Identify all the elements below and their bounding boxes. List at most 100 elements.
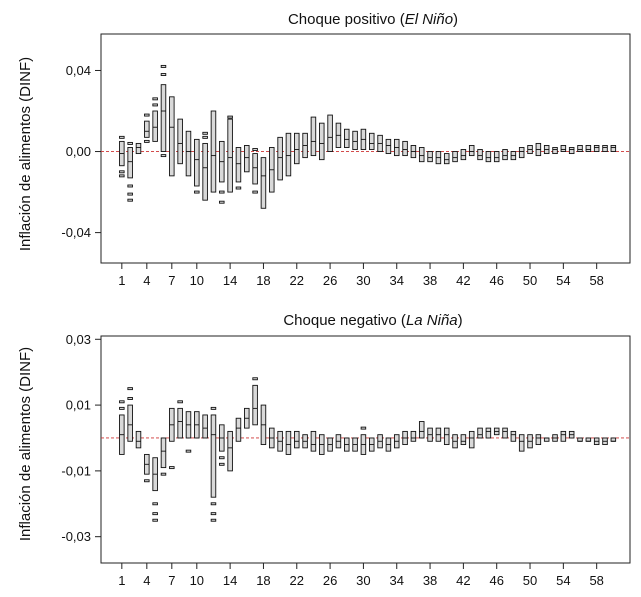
outlier-2-0 — [127, 184, 133, 188]
box-8 — [177, 407, 183, 439]
box-26 — [327, 114, 333, 152]
y-tick-label-0: -0,04 — [61, 225, 91, 240]
x-tick-label-12: 46 — [489, 573, 503, 588]
box-6 — [160, 437, 167, 469]
x-tick-label-0: 1 — [118, 273, 125, 288]
x-tick-label-14: 54 — [556, 273, 570, 288]
x-tick-label-11: 42 — [456, 573, 470, 588]
x-tick-label-1: 4 — [143, 273, 150, 288]
x-tick-label-4: 14 — [223, 273, 237, 288]
box-17 — [252, 153, 258, 185]
y-axis-label-el-nino: Inflación de alimentos (DINF) — [17, 57, 34, 251]
box-43 — [468, 145, 475, 157]
box-12 — [210, 110, 217, 193]
y-tick-label-1: 0,00 — [66, 144, 91, 159]
box-2 — [127, 404, 133, 442]
box-3 — [135, 430, 142, 449]
x-tick-label-6: 22 — [290, 573, 304, 588]
outlier-9-0 — [185, 449, 192, 453]
outlier-8-0 — [177, 400, 183, 404]
x-tick-label-6: 22 — [290, 273, 304, 288]
outlier-2-0 — [127, 397, 133, 400]
x-tick-label-0: 1 — [118, 573, 125, 588]
box-22 — [294, 132, 300, 165]
box-3 — [135, 142, 142, 155]
x-tick-label-2: 7 — [168, 273, 175, 288]
box-16 — [244, 145, 250, 173]
x-tick-label-3: 10 — [190, 573, 204, 588]
outlier-30-0 — [360, 426, 367, 430]
x-ticks-la-nina: 1 4 7 10 14 18 22 26 30 34 38 42 46 50 54 58 — [118, 563, 604, 588]
plot-frame-la-nina — [100, 335, 631, 564]
box-48 — [510, 430, 517, 442]
outlier-5-2 — [152, 518, 158, 522]
outlier-4-0 — [144, 139, 150, 143]
box-54 — [560, 430, 567, 442]
box-59 — [602, 145, 608, 152]
x-tick-label-9: 34 — [390, 273, 404, 288]
box-47 — [502, 149, 508, 161]
box-14 — [227, 118, 233, 193]
x-tick-label-15: 58 — [589, 573, 603, 588]
x-tick-label-5: 18 — [256, 573, 270, 588]
box-21 — [285, 132, 292, 177]
box-40 — [443, 153, 450, 165]
outlier-2-3 — [127, 141, 133, 145]
x-tick-label-7: 26 — [323, 573, 337, 588]
box-49 — [518, 147, 525, 159]
outlier-7-0 — [169, 466, 175, 470]
outlier-5-0 — [152, 103, 158, 107]
box-24 — [310, 116, 317, 157]
x-tick-label-10: 38 — [423, 273, 437, 288]
box-60 — [610, 437, 617, 442]
outlier-13-1 — [219, 200, 225, 204]
outlier-13-1 — [219, 462, 225, 466]
outlier-5-0 — [152, 502, 158, 506]
box-29 — [352, 130, 358, 150]
box-6 — [160, 84, 167, 152]
box-53 — [552, 147, 558, 155]
outlier-17-0 — [252, 377, 258, 381]
box-40 — [443, 427, 450, 446]
outlier-1-0 — [119, 406, 125, 410]
boxes-la-nina — [101, 377, 630, 522]
outlier-12-0 — [210, 502, 217, 506]
outlier-2-1 — [127, 387, 133, 391]
box-55 — [568, 147, 575, 155]
box-21 — [285, 430, 292, 455]
boxes-el-nino — [101, 64, 630, 209]
box-8 — [177, 118, 183, 165]
x-tick-label-15: 58 — [589, 273, 603, 288]
outlier-14-0 — [227, 115, 233, 119]
x-tick-label-12: 46 — [489, 273, 503, 288]
outlier-17-1 — [252, 148, 258, 151]
outlier-1-1 — [119, 174, 125, 178]
box-15 — [235, 417, 242, 442]
y-ticks-el-nino: -0,04 0,00 0,04 — [61, 63, 101, 240]
box-44 — [477, 427, 483, 439]
box-24 — [310, 430, 317, 452]
box-41 — [452, 151, 458, 163]
outlier-5-1 — [152, 97, 158, 101]
box-56 — [577, 145, 583, 152]
y-tick-label-1: -0,01 — [61, 463, 91, 478]
outlier-6-0 — [160, 73, 167, 76]
y-ticks-la-nina: -0,03 -0,01 0,01 0,03 — [61, 332, 101, 544]
x-tick-label-5: 18 — [256, 273, 270, 288]
x-tick-label-1: 4 — [143, 573, 150, 588]
box-12 — [210, 414, 217, 498]
outlier-2-2 — [127, 198, 133, 202]
x-tick-label-8: 30 — [356, 573, 370, 588]
outlier-12-3 — [210, 406, 217, 410]
box-7 — [169, 96, 175, 177]
x-tick-label-11: 42 — [456, 273, 470, 288]
outlier-13-0 — [219, 190, 225, 194]
box-43 — [468, 430, 475, 449]
box-17 — [252, 384, 258, 426]
box-18 — [260, 157, 267, 209]
box-54 — [560, 145, 567, 152]
panel-title-el-nino: Choque positivo (El Niño) — [288, 11, 458, 28]
box-33 — [385, 138, 392, 155]
box-10 — [194, 138, 200, 187]
